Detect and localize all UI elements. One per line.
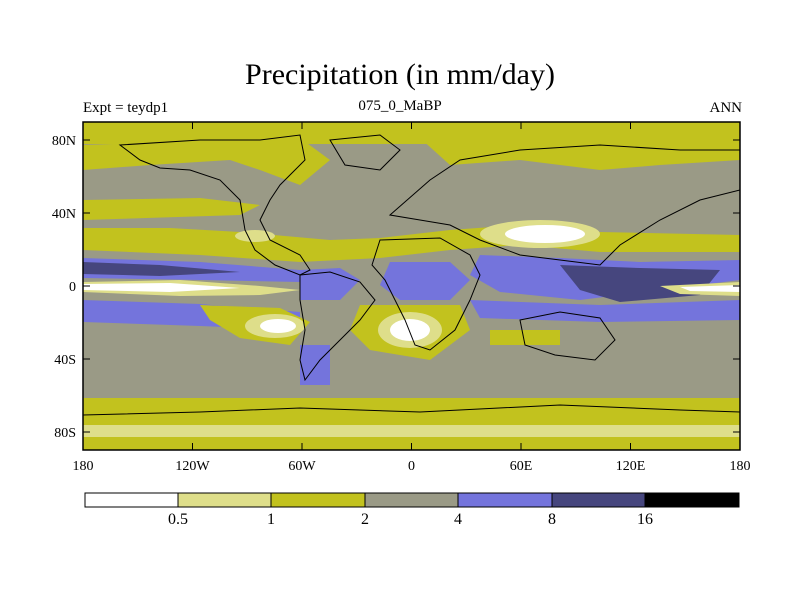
legend-swatch-gt-16 bbox=[645, 493, 739, 507]
field-antarctic-band bbox=[83, 398, 740, 450]
coast-antarctica bbox=[83, 404, 740, 450]
field-antarctic-dry bbox=[83, 425, 740, 437]
legend-label-0-5: 0.5 bbox=[168, 511, 188, 528]
season-label: ANN bbox=[709, 100, 743, 116]
coast-north-america bbox=[118, 134, 311, 276]
lon-label-60w: 60W bbox=[288, 459, 316, 474]
coast-eurasia bbox=[388, 144, 740, 266]
field-sa-desert bbox=[390, 319, 430, 341]
legend-frame bbox=[84, 492, 740, 508]
lon-label-0: 0 bbox=[408, 459, 415, 474]
lon-label-180w: 180 bbox=[73, 459, 94, 474]
legend-swatch-8-16 bbox=[552, 493, 645, 507]
map-field bbox=[83, 122, 740, 450]
coast-australia bbox=[519, 311, 616, 361]
chart-subtitle: 075_0_MaBP bbox=[358, 98, 442, 114]
field-amazon bbox=[300, 268, 360, 300]
coast-south-america bbox=[299, 271, 376, 382]
chart-title: Precipitation (in mm/day) bbox=[245, 58, 555, 91]
coast-africa bbox=[371, 237, 481, 351]
field-itcz-north-core bbox=[83, 262, 240, 276]
legend-swatch-lt-0-5 bbox=[85, 493, 178, 507]
coastlines bbox=[83, 134, 740, 450]
field-north-high bbox=[83, 138, 330, 185]
field-cold-tongue bbox=[83, 283, 240, 292]
lat-label-40n: 40N bbox=[52, 207, 76, 222]
experiment-label: Expt = teydp1 bbox=[83, 100, 169, 116]
lon-label-180e: 180 bbox=[730, 459, 751, 474]
lat-label-40s: 40S bbox=[54, 353, 76, 368]
legend-label-1: 1 bbox=[267, 511, 275, 528]
lat-label-0: 0 bbox=[69, 280, 76, 295]
tick-marks bbox=[83, 122, 740, 450]
color-legend: 0.5 1 2 4 8 16 bbox=[84, 492, 740, 528]
legend-swatch-0-5-1 bbox=[178, 493, 271, 507]
legend-label-2: 2 bbox=[361, 511, 369, 528]
lon-label-60e: 60E bbox=[510, 459, 533, 474]
field-africa-tropics bbox=[380, 262, 470, 300]
field-aus-dry bbox=[490, 330, 560, 345]
lat-label-80s: 80S bbox=[54, 426, 76, 441]
field-eurasia-high bbox=[420, 138, 740, 170]
coast-greenland bbox=[329, 134, 401, 171]
field-south-storm-track bbox=[83, 360, 740, 372]
field-na-dry bbox=[235, 230, 275, 242]
legend-swatch-2-4 bbox=[365, 493, 458, 507]
field-andes-wet bbox=[300, 345, 330, 385]
lon-label-120e: 120E bbox=[616, 459, 646, 474]
field-asia-desert bbox=[505, 225, 585, 243]
legend-label-4: 4 bbox=[454, 511, 462, 528]
lon-label-120w: 120W bbox=[175, 459, 210, 474]
legend-label-8: 8 bbox=[548, 511, 556, 528]
field-cold-tongue-wrap bbox=[680, 285, 740, 292]
field-sp-desert bbox=[260, 319, 296, 333]
legend-swatch-1-2 bbox=[271, 493, 365, 507]
field-npac-dry bbox=[83, 198, 260, 220]
lat-label-80n: 80N bbox=[52, 134, 76, 149]
legend-label-16: 16 bbox=[637, 511, 653, 528]
legend-swatch-4-8 bbox=[458, 493, 552, 507]
